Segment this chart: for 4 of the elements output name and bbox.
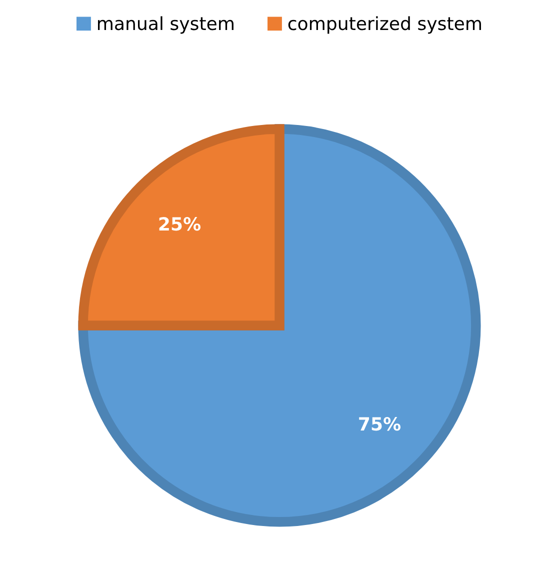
legend-label: computerized system xyxy=(288,16,481,34)
data-label: 25% xyxy=(159,217,201,231)
legend-label: manual system xyxy=(98,16,234,34)
data-label: 75% xyxy=(359,417,401,431)
